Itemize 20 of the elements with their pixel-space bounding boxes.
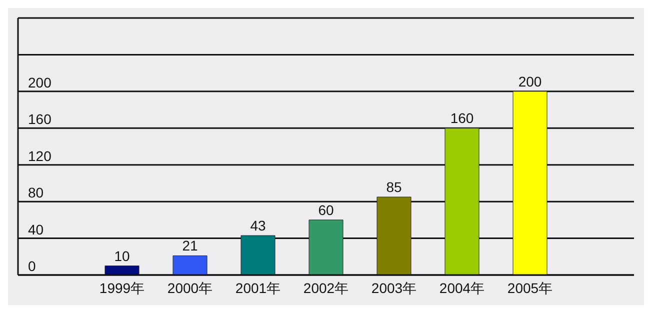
y-tick-label: 80 xyxy=(28,184,44,201)
x-tick-label: 1999年 xyxy=(99,280,145,296)
y-tick-label: 200 xyxy=(28,74,52,90)
x-tick-label: 2001年 xyxy=(235,280,281,296)
x-tick-label: 2004年 xyxy=(439,280,485,296)
data-label: 10 xyxy=(114,248,130,264)
data-label: 200 xyxy=(518,73,542,90)
y-tick-label: 160 xyxy=(28,111,52,128)
data-label: 60 xyxy=(318,202,334,218)
data-label: 160 xyxy=(450,110,474,126)
x-tick-label: 2003年 xyxy=(371,280,417,296)
data-label: 21 xyxy=(182,238,198,254)
x-tick-label: 2000年 xyxy=(167,280,213,296)
data-label: 43 xyxy=(250,218,266,234)
y-tick-label: 120 xyxy=(28,148,52,164)
data-label: 85 xyxy=(386,178,402,195)
x-tick-label: 2005年 xyxy=(507,280,553,296)
y-tick-label: 40 xyxy=(28,221,44,238)
x-tick-label: 2002年 xyxy=(303,280,349,296)
y-tick-label: 0 xyxy=(28,258,36,274)
